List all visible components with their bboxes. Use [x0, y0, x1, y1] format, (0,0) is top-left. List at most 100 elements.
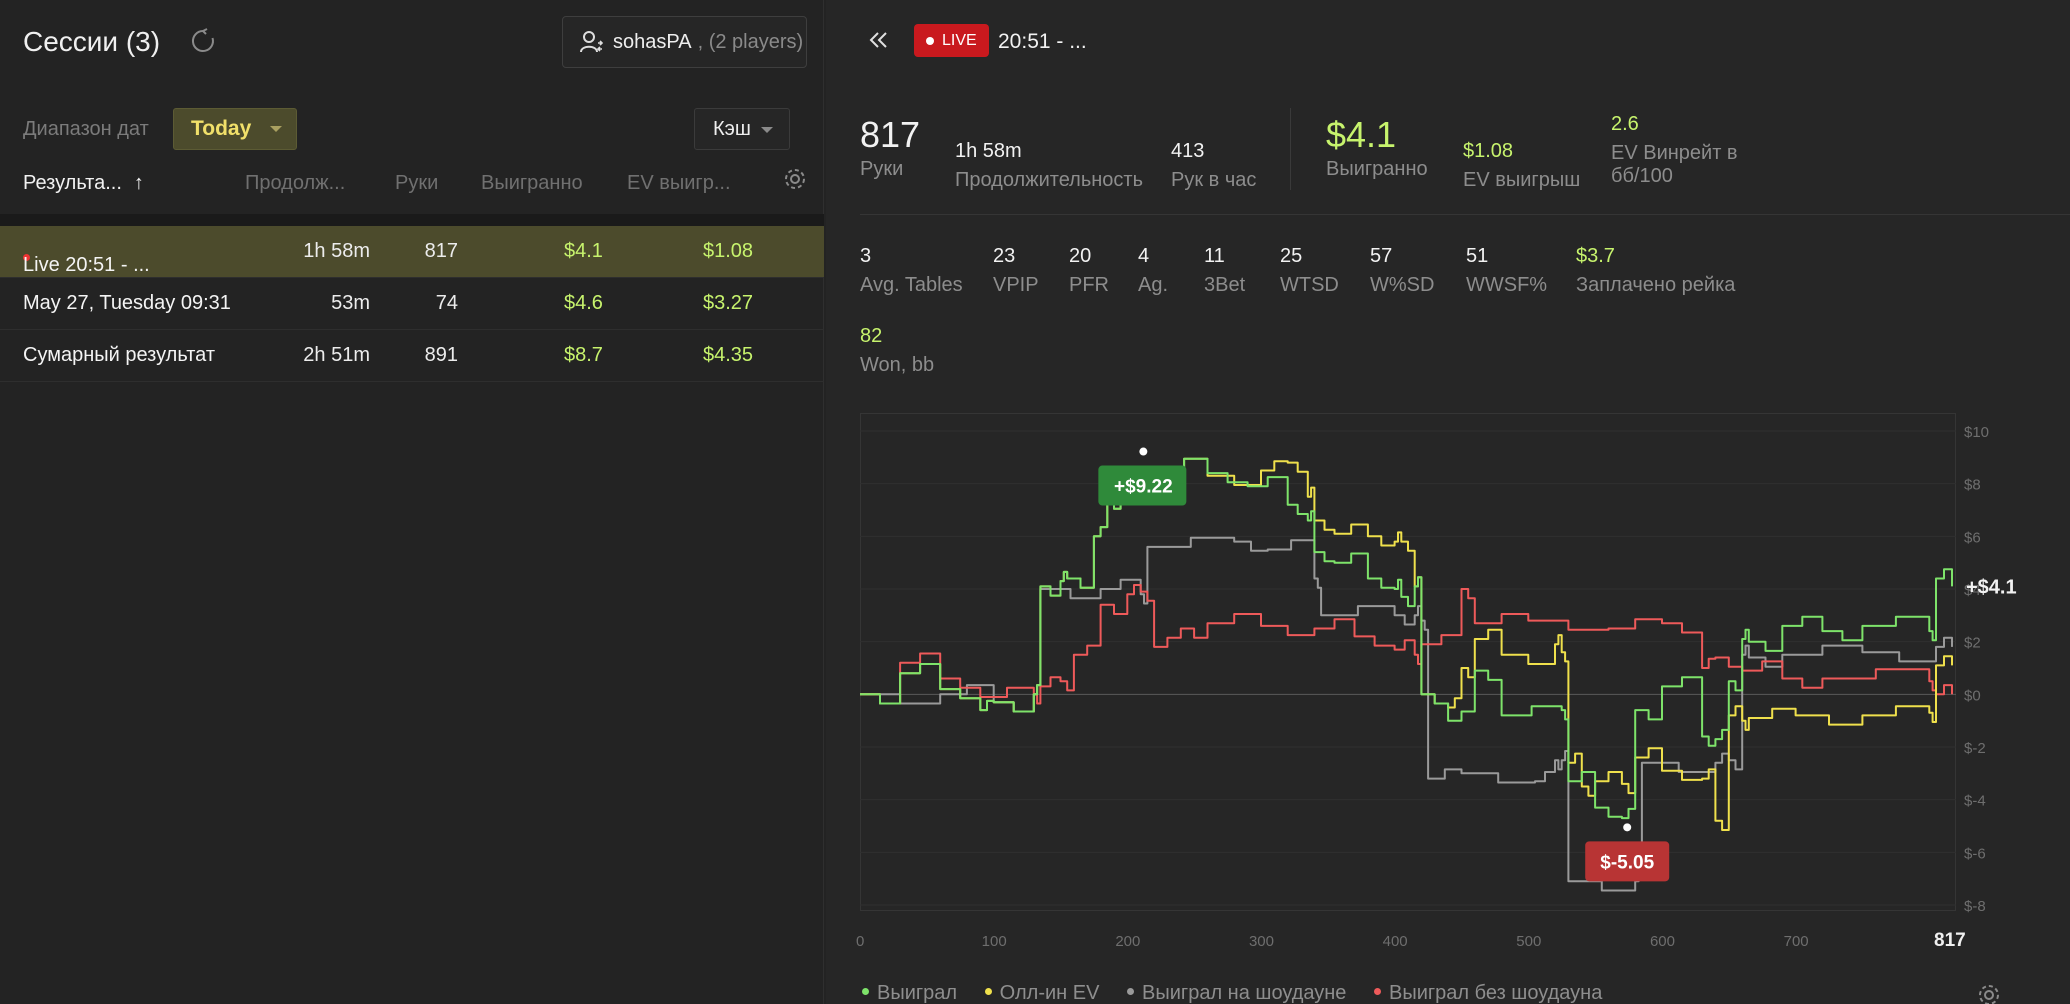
- column-header-hands[interactable]: Руки: [395, 172, 439, 194]
- y-tick-label: $4: [1964, 582, 1981, 599]
- user-switch-icon: [580, 31, 604, 53]
- session-time: 20:51 - ...: [998, 30, 1087, 53]
- y-tick-label: $2: [1964, 635, 1981, 652]
- stat-label: EV выигрыш: [1463, 169, 1581, 191]
- stat-value: $1.08: [1463, 140, 1514, 162]
- stat-hands: 817 Руки: [860, 114, 920, 181]
- y-tick-label: $-4: [1964, 793, 1986, 810]
- stat-label: 3Bet: [1204, 274, 1246, 296]
- live-badge: LIVE: [914, 24, 989, 57]
- session-hands: 817: [424, 240, 458, 262]
- series-line-3: [860, 536, 1953, 892]
- date-range-select[interactable]: Today: [173, 108, 297, 150]
- stat-label: Avg. Tables: [860, 274, 963, 296]
- stat-label: W%SD: [1370, 274, 1435, 296]
- stat-value: 51: [1466, 245, 1489, 267]
- column-header-ev[interactable]: EV выигр...: [627, 172, 731, 194]
- x-tick-label: 817: [1934, 930, 1966, 951]
- column-header-duration[interactable]: Продолж...: [245, 172, 346, 194]
- min-label: $-5.05: [1600, 852, 1654, 873]
- stat-label: Заплачено рейка: [1576, 274, 1736, 296]
- session-won: $4.6: [564, 292, 603, 314]
- end-value-label: +$4.1: [1966, 576, 2017, 598]
- caret-down-icon: [270, 126, 282, 132]
- table-header-divider: [0, 214, 824, 226]
- legend-item-non-showdown[interactable]: Выиграл без шоудауна: [1374, 982, 1602, 1004]
- legend-label: Выиграл на шоудауне: [1142, 982, 1347, 1004]
- x-tick-label: 600: [1650, 933, 1675, 950]
- y-tick-label: $6: [1964, 529, 1981, 546]
- live-dot-icon: [23, 254, 30, 261]
- stat-avg-tables: 3 Avg. Tables: [860, 245, 963, 297]
- column-header-result-label: Результа...: [23, 172, 122, 194]
- stat-wtsd: 25 WTSD: [1280, 245, 1339, 297]
- chart-settings-gear-icon[interactable]: [1976, 982, 2002, 1004]
- y-tick-label: $8: [1964, 477, 1981, 494]
- stat-label: Рук в час: [1171, 169, 1257, 191]
- stat-value: 817: [860, 114, 921, 155]
- stat-value: 57: [1370, 245, 1393, 267]
- session-name-text: Live 20:51 - ...: [23, 254, 150, 276]
- chart-legend: Выиграл Олл-ин EV Выиграл на шоудауне Вы…: [862, 982, 1624, 1004]
- stats-separator: [860, 214, 2070, 215]
- legend-label: Выиграл без шоудауна: [1389, 982, 1603, 1004]
- legend-item-won[interactable]: Выиграл: [862, 982, 957, 1004]
- max-label-box: [1098, 465, 1187, 506]
- stat-duration: 1h 58m Продолжительность: [955, 140, 1143, 192]
- legend-item-allin-ev[interactable]: Олл-ин EV: [984, 982, 1100, 1004]
- stat-label: VPIP: [993, 274, 1039, 296]
- stat-wwsf: 51 WWSF%: [1466, 245, 1547, 297]
- stat-3bet: 11 3Bet: [1204, 245, 1245, 297]
- legend-item-showdown[interactable]: Выиграл на шоудауне: [1127, 982, 1346, 1004]
- live-label: LIVE: [942, 31, 977, 49]
- session-won: $4.1: [564, 240, 603, 262]
- stat-vpip: 23 VPIP: [993, 245, 1039, 297]
- y-tick-label: $-6: [1964, 845, 1986, 862]
- session-ev: $4.35: [703, 344, 754, 366]
- stat-value: 23: [993, 245, 1016, 267]
- stat-value: 4: [1138, 245, 1150, 267]
- refresh-icon[interactable]: [190, 28, 216, 54]
- collapse-icon[interactable]: [866, 28, 890, 52]
- session-ev: $1.08: [703, 240, 754, 262]
- stat-value: 413: [1171, 140, 1205, 162]
- x-tick-label: 100: [982, 933, 1007, 950]
- stat-value: 2.6: [1611, 113, 1639, 135]
- players-button[interactable]: sohasPA , (2 players): [562, 16, 807, 68]
- stat-label: Выигранно: [1326, 158, 1428, 180]
- max-label: +$9.22: [1114, 477, 1173, 498]
- stat-value: 20: [1069, 245, 1092, 267]
- session-name: May 27, Tuesday 09:31: [23, 292, 231, 314]
- table-row[interactable]: May 27, Tuesday 09:31 53m 74 $4.6 $3.27: [0, 278, 824, 330]
- stats-divider: [1290, 108, 1291, 190]
- stat-value: 82: [860, 325, 883, 347]
- stat-hands-per-hour: 413 Рук в час: [1171, 140, 1256, 192]
- gear-icon[interactable]: [782, 166, 808, 192]
- sessions-panel: Сессии (3) sohasPA , (2 players) Диапазо…: [0, 0, 824, 1004]
- session-detail-panel: LIVE 20:51 - ... 817 Руки 1h 58m Продолж…: [826, 0, 2070, 1004]
- column-header-won[interactable]: Выигранно: [481, 172, 583, 194]
- session-hands: 891: [424, 344, 458, 366]
- column-header-result[interactable]: Результа... ↑: [23, 172, 144, 195]
- legend-label: Олл-ин EV: [999, 982, 1100, 1004]
- stat-value: $4.1: [1326, 114, 1397, 155]
- stat-label: бб/100: [1611, 165, 1673, 187]
- player-count: , (2 players): [697, 30, 804, 53]
- sort-arrow-icon: ↑: [133, 172, 144, 194]
- stat-ev-won: $1.08 EV выигрыш: [1463, 140, 1580, 192]
- stat-won-bb: 82 Won, bb: [860, 325, 934, 377]
- stat-label: PFR: [1069, 274, 1109, 296]
- live-dot-icon: [926, 36, 934, 45]
- game-type-value: Кэш: [713, 117, 751, 140]
- profit-chart[interactable]: $10 $8 $6 $4 $2 $0 $-2 $-4 $-6 $-8 0 100 200 300 400 50…: [826, 0, 2070, 960]
- stat-label: EV Винрейт в: [1611, 142, 1738, 164]
- session-duration: 1h 58m: [303, 240, 370, 262]
- legend-dot-icon: [862, 988, 869, 996]
- table-row-total[interactable]: Сумарный результат 2h 51m 891 $8.7 $4.35: [0, 330, 824, 382]
- player-name: sohasPA: [613, 30, 692, 53]
- table-row[interactable]: Live 20:51 - ... 1h 58m 817 $4.1 $1.08: [0, 226, 824, 278]
- game-type-select[interactable]: Кэш: [694, 108, 790, 150]
- series-line-1: [860, 457, 1953, 820]
- x-tick-label: 200: [1115, 933, 1140, 950]
- legend-dot-icon: [984, 988, 992, 996]
